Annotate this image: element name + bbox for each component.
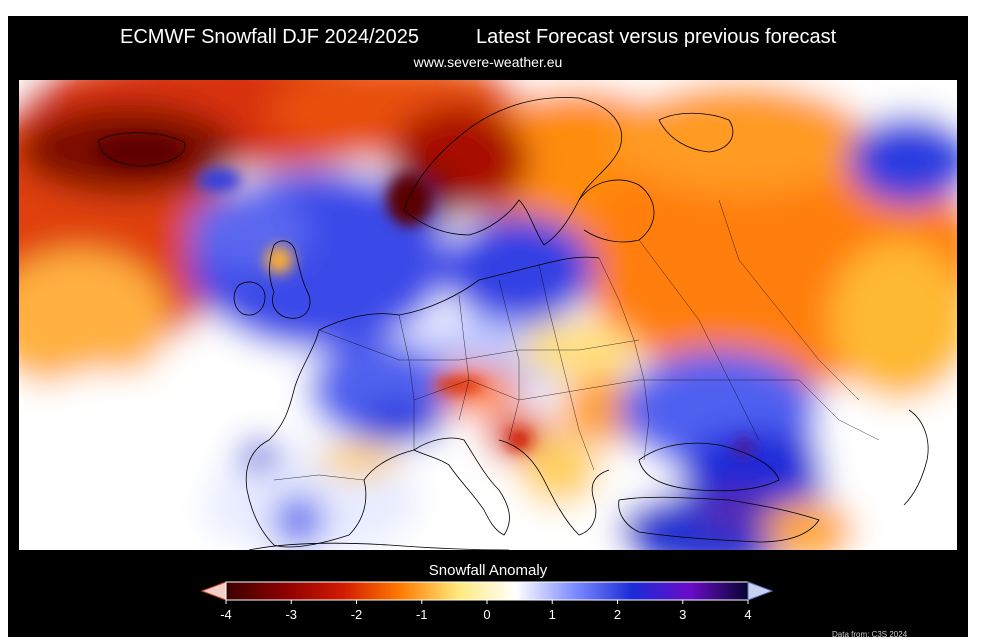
colorbar-tick-label: 3: [679, 607, 686, 622]
coastlines: [98, 97, 929, 550]
colorbar-gradient: [225, 581, 749, 601]
country-borders: [273, 199, 880, 481]
colorbar-tick-label: -2: [351, 607, 363, 622]
colorbar-svg: -4 -3 -2 -1 0 1 2 3 4: [200, 581, 774, 622]
legend-title: Snowfall Anomaly: [428, 562, 548, 579]
colorbar-right-arrow: [747, 581, 774, 601]
map-svg: [19, 80, 957, 550]
title-main: ECMWF Snowfall DJF 2024/2025: [120, 26, 420, 48]
colorbar-tick-label: 4: [744, 607, 751, 622]
data-credit: Data from: C3S 2024: [832, 630, 908, 639]
title-subtitle: Latest Forecast versus previous forecast: [476, 26, 837, 48]
colorbar-tick-label: 0: [483, 607, 490, 622]
figure-title: ECMWF Snowfall DJF 2024/2025 Latest Fore…: [8, 26, 968, 52]
colorbar: -4 -3 -2 -1 0 1 2 3 4: [198, 578, 778, 628]
colorbar-tick-label: 1: [549, 607, 556, 622]
figure-frame: ECMWF Snowfall DJF 2024/2025 Latest Fore…: [8, 16, 968, 639]
anomaly-map: [19, 80, 957, 550]
siberia-east-surplus: [849, 115, 957, 205]
colorbar-tick-label: -1: [416, 607, 428, 622]
colorbar-tick-label: 2: [614, 607, 621, 622]
anomaly-field: [19, 80, 957, 550]
source-url: www.severe-weather.eu: [413, 54, 563, 70]
colorbar-tick-label: -3: [285, 607, 297, 622]
colorbar-tick-label: -4: [220, 607, 232, 622]
anomaly-accents: [94, 134, 756, 458]
colorbar-left-arrow: [200, 581, 227, 601]
